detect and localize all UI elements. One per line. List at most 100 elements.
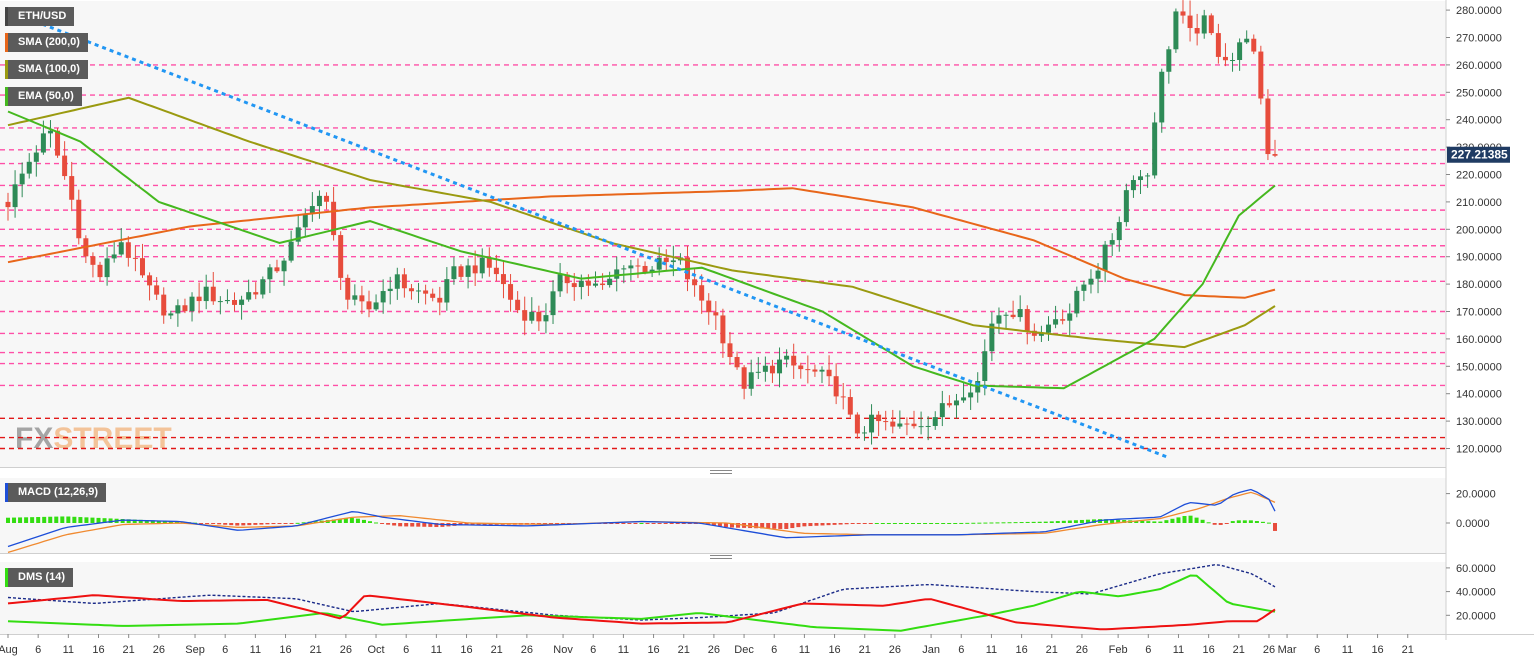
candle <box>5 192 11 221</box>
macd-histogram-bar <box>36 517 41 523</box>
candle <box>798 362 804 379</box>
macd-histogram-bar <box>772 523 777 529</box>
macd-histogram-bar <box>730 523 734 528</box>
macd-histogram-bar <box>108 518 113 523</box>
macd-histogram-bar <box>1146 521 1151 523</box>
macd-histogram-bar <box>736 523 741 528</box>
candle <box>90 252 96 278</box>
x-tick-label: 26 <box>1076 644 1088 656</box>
macd-histogram-bar <box>223 523 228 525</box>
candle-body <box>217 301 223 303</box>
sma100-line <box>7 96 1276 349</box>
macd-histogram-bar <box>156 520 161 523</box>
candle-body <box>1031 330 1037 336</box>
macd-histogram-bar <box>295 522 300 524</box>
candle-body <box>281 260 287 272</box>
candle <box>869 404 875 445</box>
candle-body <box>359 295 365 302</box>
candle-body <box>1045 324 1051 333</box>
candle <box>239 295 245 320</box>
candle <box>1053 305 1059 329</box>
candle-body <box>246 292 252 300</box>
candle-body <box>925 425 931 427</box>
candle <box>486 247 492 277</box>
macd-histogram-bar <box>247 523 252 526</box>
macd-legend: MACD (12,26,9) <box>5 483 107 502</box>
candle <box>727 331 733 365</box>
candle <box>1130 175 1136 198</box>
candle <box>401 268 407 298</box>
macd-y-tick-label: 0.0000 <box>1456 518 1490 530</box>
macd-histogram-bar <box>1116 519 1121 523</box>
candle-body <box>515 299 521 311</box>
candle-body <box>232 299 238 305</box>
macd-histogram-bar <box>1152 521 1157 523</box>
candle <box>1017 295 1023 322</box>
candles <box>5 0 1278 445</box>
macd-histogram-bar <box>355 518 360 523</box>
candle <box>748 359 754 396</box>
candle <box>232 292 238 312</box>
candle <box>1251 34 1257 55</box>
candle <box>925 416 931 441</box>
macd-histogram-bar <box>1001 522 1006 524</box>
macd-histogram-bar <box>669 523 674 524</box>
macd-histogram-bar <box>48 516 53 523</box>
candle-body <box>854 414 860 434</box>
candle-body <box>1180 11 1186 16</box>
x-tick-label: 6 <box>222 644 228 656</box>
candle-body <box>5 201 11 208</box>
macd-histogram-bar <box>1013 522 1018 524</box>
candle <box>847 389 853 418</box>
candle <box>854 412 860 439</box>
macd-histogram-bar <box>138 519 143 523</box>
macd-histogram-bar <box>892 523 897 524</box>
macd-histogram-bar <box>880 523 885 524</box>
macd-histogram-bar <box>1182 516 1187 523</box>
candle-body <box>161 294 167 316</box>
candle-body <box>47 130 53 134</box>
macd-histogram-bar <box>941 523 946 524</box>
macd-histogram-bar <box>1273 523 1277 531</box>
x-tick-label: 21 <box>491 644 503 656</box>
x-tick-label: 6 <box>1314 644 1320 656</box>
macd-histogram-bar <box>615 523 620 524</box>
macd-histogram-bar <box>126 519 131 523</box>
candle <box>69 161 75 212</box>
macd-histogram-bar <box>1073 520 1078 523</box>
y-tick-label: 280.0000 <box>1456 5 1502 17</box>
candle-body <box>1060 319 1066 321</box>
candle-body <box>1208 15 1214 34</box>
candle <box>196 282 202 314</box>
macd-histogram-bar <box>24 517 29 523</box>
candle <box>741 365 747 400</box>
x-tick-label: Oct <box>367 644 384 656</box>
candle <box>826 355 832 386</box>
candle-body <box>1053 319 1059 325</box>
macd-histogram-bar <box>1019 522 1024 524</box>
candle <box>97 261 103 282</box>
candle-body <box>996 315 1002 324</box>
x-tick-label: 11 <box>63 644 74 656</box>
macd-histogram-bar <box>168 521 173 523</box>
candle <box>175 299 181 327</box>
macd-histogram-bar <box>760 523 765 529</box>
x-tick-label: 26 <box>153 644 165 656</box>
candle <box>260 276 266 299</box>
candle-body <box>380 291 386 303</box>
macd-histogram-bar <box>78 517 83 523</box>
candle-body <box>989 323 995 352</box>
candle-body <box>961 397 967 401</box>
candle <box>47 120 53 148</box>
candle-body <box>890 421 896 427</box>
candle-body <box>656 257 662 270</box>
macd-histogram-bar <box>1031 521 1036 523</box>
macd-histogram-bar <box>1085 519 1090 523</box>
macd-histogram-bar <box>989 522 994 524</box>
candle-body <box>946 403 952 406</box>
candle <box>76 189 82 245</box>
macd-histogram-bar <box>1067 520 1072 523</box>
candle-body <box>90 256 96 265</box>
macd-histogram-bar <box>72 516 77 523</box>
